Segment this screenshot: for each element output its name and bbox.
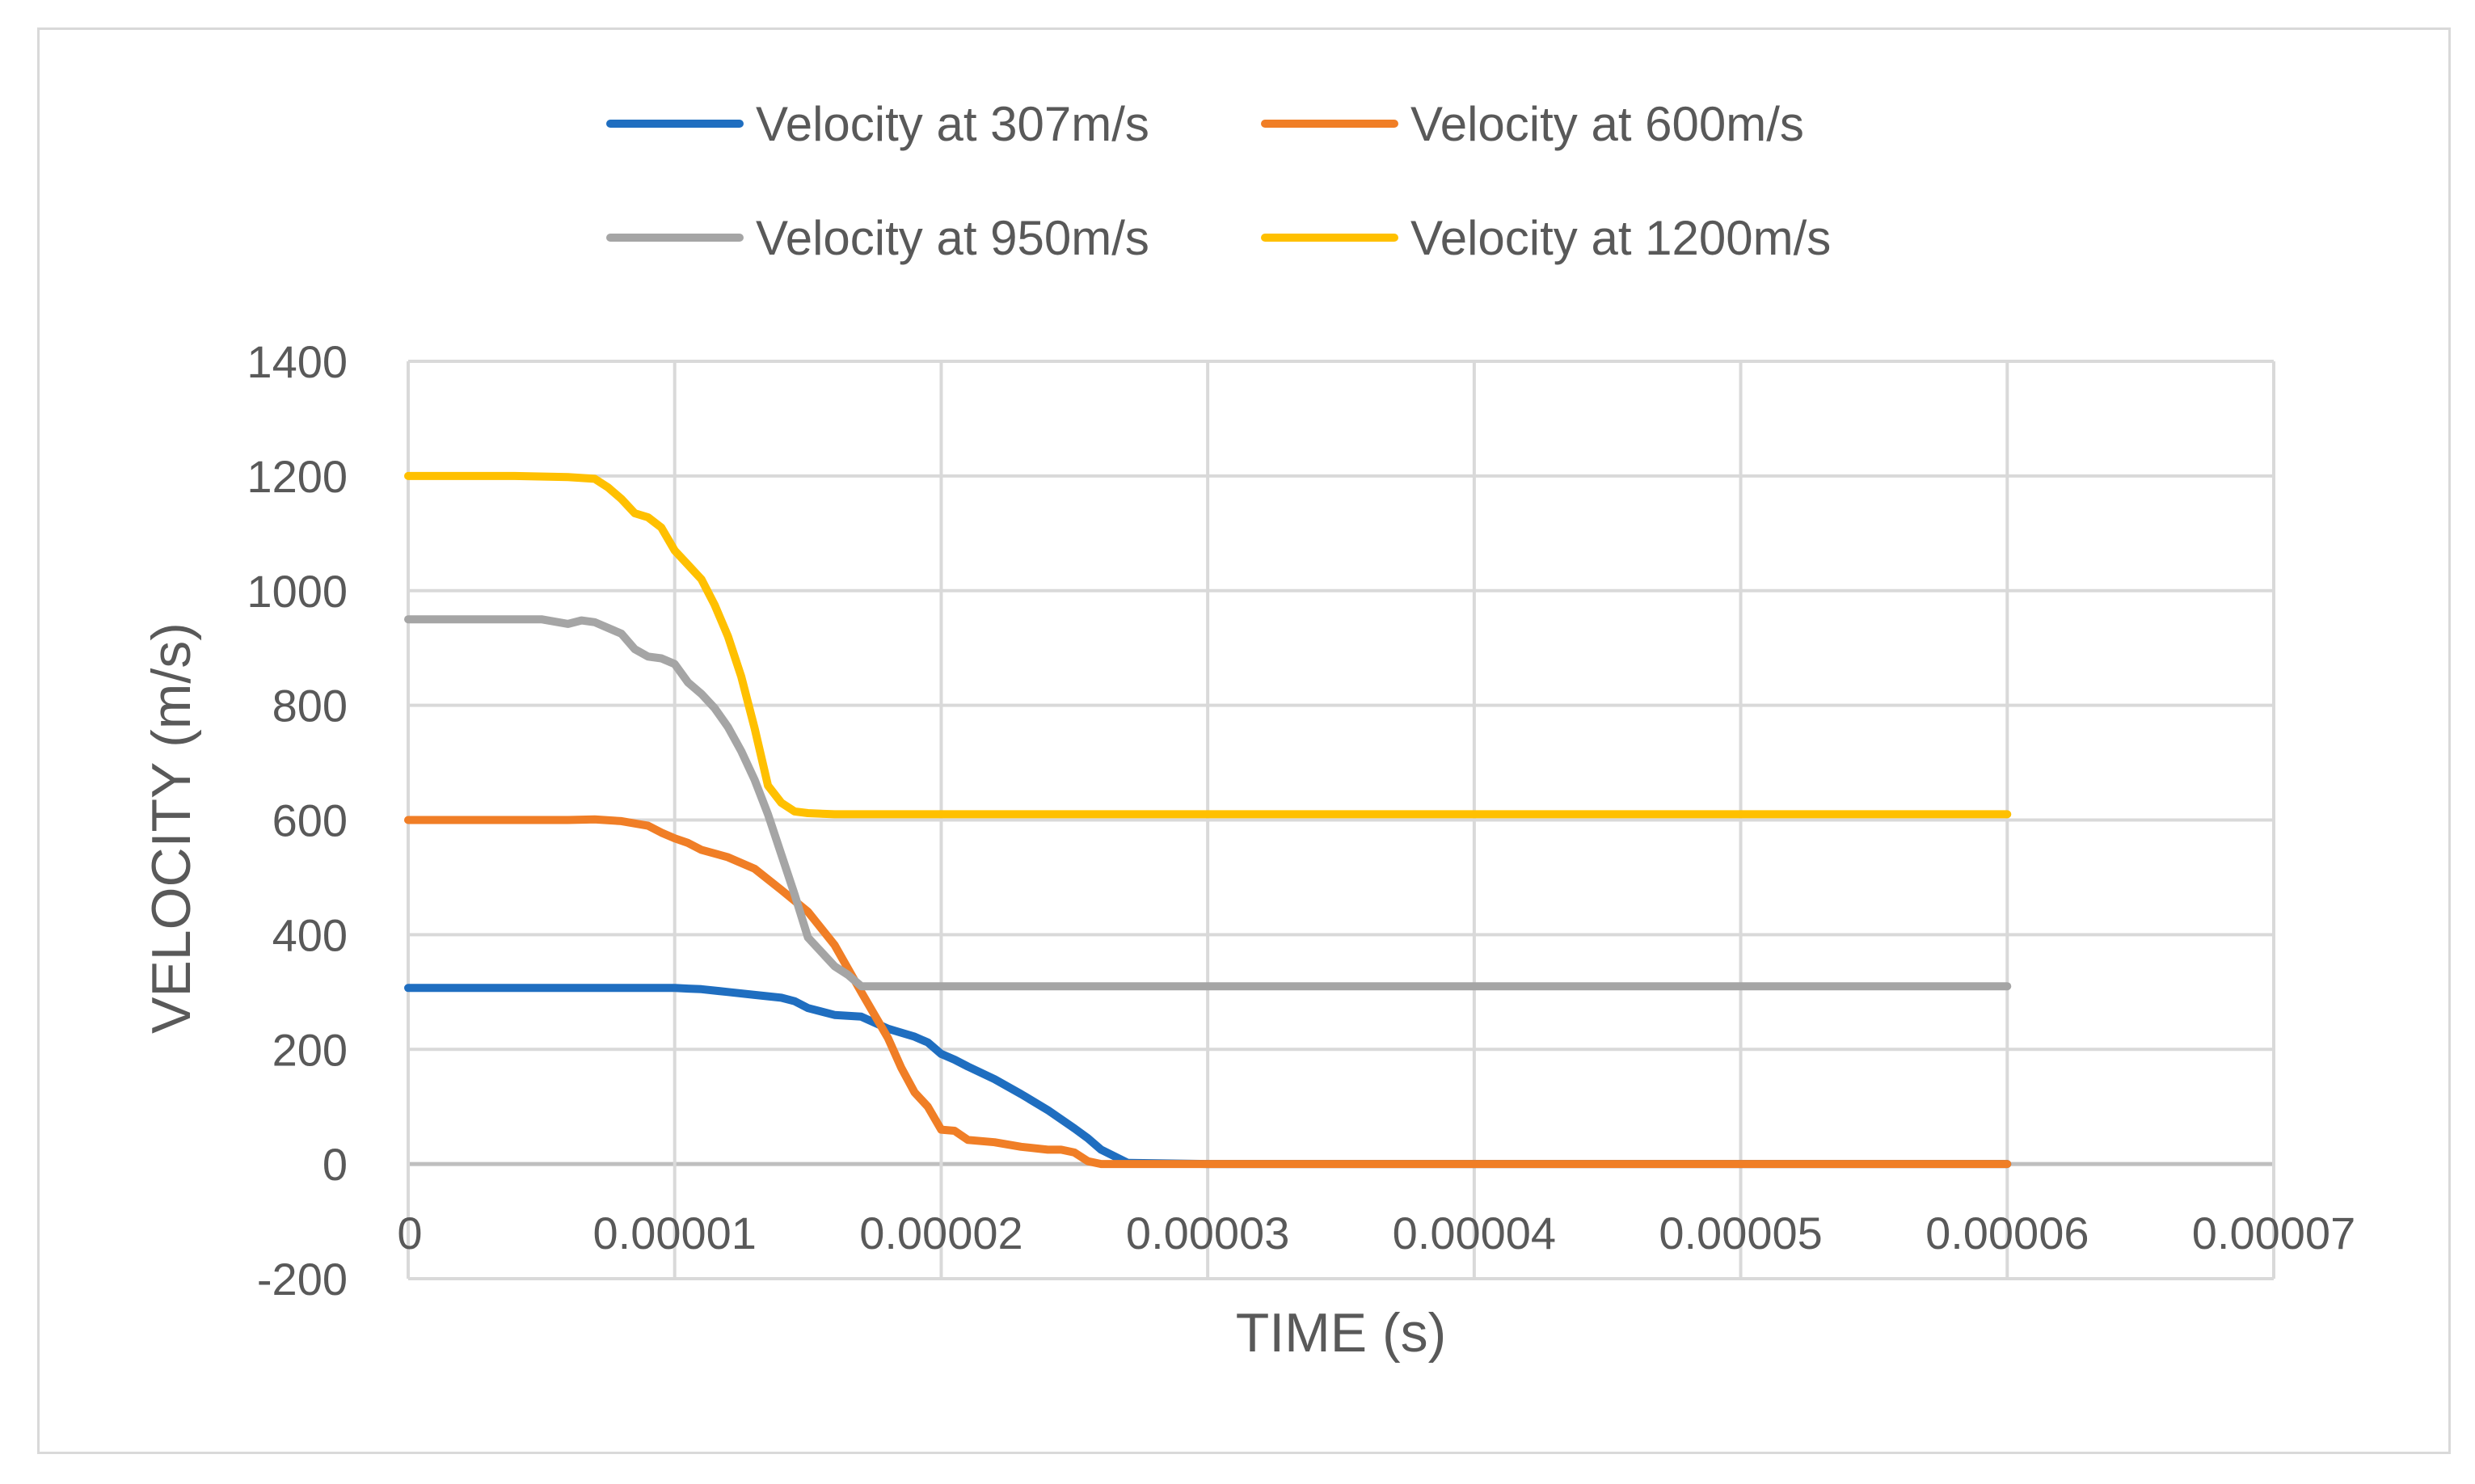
x-tick-label: 0.00002 bbox=[859, 1208, 1022, 1258]
grid bbox=[407, 360, 2275, 1280]
y-tick-label: 400 bbox=[272, 909, 348, 960]
series-line-3 bbox=[404, 615, 2012, 991]
y-tick-labels: -200 0 200 400 600 800 1000 1200 1400 bbox=[247, 336, 348, 1305]
y-tick-label: 200 bbox=[272, 1024, 348, 1075]
series-line-1 bbox=[404, 984, 2012, 1169]
y-tick-label: -200 bbox=[257, 1254, 348, 1305]
legend-label: Velocity at 1200m/s bbox=[1410, 211, 1831, 265]
y-axis-title: VELOCITY (m/s) bbox=[141, 622, 202, 1034]
x-tick-labels: 0 0.00001 0.00002 0.00003 0.00004 0.00005 0.00… bbox=[397, 1208, 2355, 1258]
legend: Velocity at 307m/s Velocity at 600m/s Velo… bbox=[606, 97, 1831, 265]
y-tick-label: 800 bbox=[272, 681, 348, 731]
series-lines bbox=[404, 471, 2012, 1169]
chart-frame bbox=[37, 27, 2451, 1454]
y-tick-label: 600 bbox=[272, 795, 348, 846]
y-tick-label: 1400 bbox=[247, 336, 348, 387]
legend-label: Velocity at 950m/s bbox=[756, 211, 1149, 265]
legend-label: Velocity at 307m/s bbox=[756, 97, 1149, 151]
y-tick-label: 1000 bbox=[247, 566, 348, 617]
x-tick-label: 0.00003 bbox=[1126, 1208, 1289, 1258]
series-line-2 bbox=[404, 815, 2012, 1169]
x-tick-label: 0.00001 bbox=[592, 1208, 756, 1258]
legend-label: Velocity at 600m/s bbox=[1410, 97, 1804, 151]
x-tick-label: 0.00004 bbox=[1393, 1208, 1556, 1258]
x-tick-label: 0.00006 bbox=[1925, 1208, 2089, 1258]
y-tick-label: 0 bbox=[323, 1139, 348, 1190]
x-tick-label: 0.00005 bbox=[1659, 1208, 1822, 1258]
y-tick-label: 1200 bbox=[247, 451, 348, 502]
series-line-4 bbox=[404, 471, 2012, 819]
x-tick-label: 0.00007 bbox=[2192, 1208, 2355, 1258]
x-axis-title: TIME (s) bbox=[1236, 1302, 1447, 1364]
x-tick-label: 0 bbox=[397, 1208, 422, 1258]
